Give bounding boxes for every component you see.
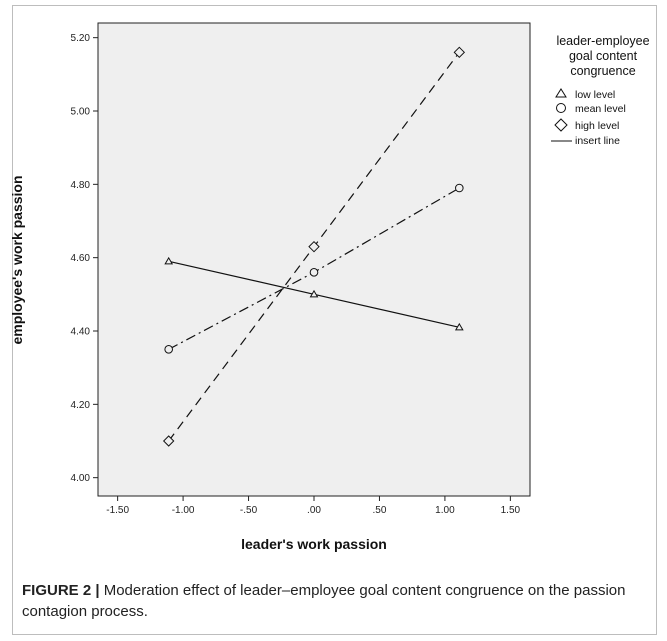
data-point-low-level [309, 289, 319, 298]
legend-circle-marker [556, 103, 566, 113]
data-point-mean-level [309, 268, 319, 277]
y-tick-label: 4.20 [71, 400, 91, 411]
legend-item-low-level: low level [575, 89, 615, 101]
plot-area [97, 22, 531, 497]
data-point-high-level [308, 240, 320, 253]
data-point-high-level [162, 435, 175, 447]
x-tick-label: 1.50 [501, 505, 521, 516]
legend-item-high-level: high level [575, 120, 619, 132]
x-axis-label: leader's work passion [241, 536, 387, 552]
legend-title-line-1: leader-employee [556, 34, 649, 48]
x-tick-label: -1.50 [106, 505, 129, 516]
data-point-low-level [164, 256, 174, 265]
y-tick-label: 4.00 [71, 473, 91, 484]
y-axis-label: employee's work passion [9, 175, 25, 344]
legend-diamond-marker [554, 118, 568, 132]
series-markers [162, 46, 466, 447]
caption-label: FIGURE 2 | [22, 582, 100, 599]
x-tick-label: -.50 [240, 505, 258, 516]
legend-title-line-2: goal content [569, 49, 638, 63]
y-axis: 4.00 4.20 4.40 4.60 4.80 5.00 5.20 [71, 33, 98, 484]
y-tick-label: 4.60 [71, 253, 91, 264]
data-point-high-level [453, 46, 466, 59]
y-tick-label: 4.40 [71, 327, 91, 338]
y-tick-label: 5.00 [71, 107, 91, 118]
legend: leader-employee goal content congruence … [551, 34, 650, 147]
legend-item-mean-level: mean level [575, 103, 626, 115]
y-tick-label: 5.20 [71, 33, 91, 44]
x-tick-label: 1.00 [435, 505, 455, 516]
data-point-low-level [454, 322, 464, 331]
data-point-mean-level [455, 183, 464, 193]
legend-triangle-marker [555, 88, 567, 98]
legend-item-insert-line: insert line [575, 135, 620, 147]
x-axis: -1.50 -1.00 -.50 .00 .50 1.00 1.50 [106, 496, 521, 516]
caption-text: Moderation effect of leader–employee goa… [22, 582, 626, 620]
x-tick-label: .50 [373, 505, 387, 516]
x-tick-label: -1.00 [172, 505, 195, 516]
x-tick-label: .00 [307, 505, 321, 516]
figure-caption: FIGURE 2 | Moderation effect of leader–e… [22, 580, 642, 622]
y-tick-label: 4.80 [71, 180, 91, 191]
legend-title-line-3: congruence [570, 64, 635, 78]
data-point-mean-level [164, 345, 173, 354]
